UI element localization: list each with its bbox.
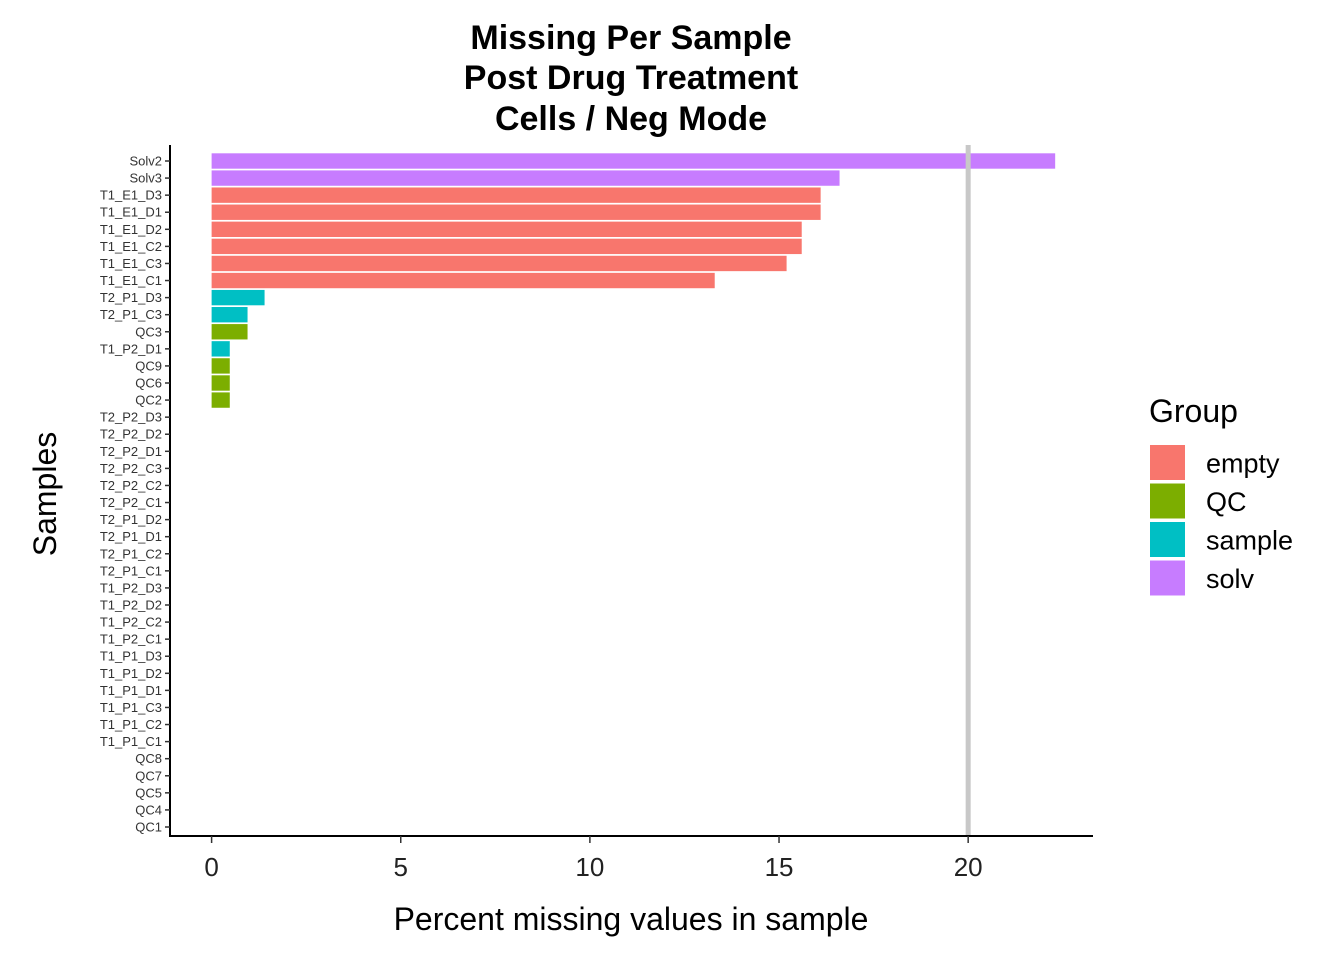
y-tick-label: QC1	[135, 820, 162, 835]
x-axis-title: Percent missing values in sample	[394, 901, 869, 937]
y-tick-label: T1_P1_D2	[100, 666, 162, 681]
y-tick-label: QC3	[135, 324, 162, 339]
x-tick-labels: 0 5 10 15 20	[204, 836, 983, 882]
bar-qc6	[211, 375, 230, 391]
x-tick-label: 20	[954, 852, 983, 882]
y-tick-label: T1_P2_C1	[100, 632, 162, 647]
y-tick-label: QC9	[135, 358, 162, 373]
y-tick-label: T1_P1_C3	[100, 700, 162, 715]
bar-t1_e1_c2	[211, 238, 802, 255]
y-tick-label: T2_P1_D2	[100, 512, 162, 527]
y-tick-label: QC6	[135, 376, 162, 391]
bar-solv3	[211, 170, 840, 186]
x-tick-label: 10	[575, 852, 604, 882]
x-tick-label: 0	[204, 852, 218, 882]
y-tick-label: T1_E1_D2	[100, 222, 162, 237]
y-tick-label: QC8	[135, 751, 162, 766]
y-tick-label: T1_P2_D3	[100, 580, 162, 595]
y-tick-label: T1_P1_C2	[100, 717, 162, 732]
legend-key-solv	[1150, 560, 1185, 596]
bar-t2_p1_c3	[211, 307, 248, 323]
y-tick-label: QC7	[135, 768, 162, 783]
y-tick-label: T2_P2_D3	[100, 410, 162, 425]
y-tick-label: T2_P2_C2	[100, 478, 162, 493]
bar-t1_e1_d2	[211, 221, 802, 237]
y-tick-label: T2_P1_C3	[100, 307, 162, 322]
y-tick-label: T2_P2_D1	[100, 444, 162, 459]
bars	[211, 153, 1056, 408]
chart-title-line-3: Cells / Neg Mode	[495, 100, 767, 138]
bar-t2_p1_d3	[211, 289, 265, 306]
y-tick-label: T1_E1_C3	[100, 256, 162, 271]
y-tick-label: T2_P2_C3	[100, 461, 162, 476]
legend: Group empty QC sample solv	[1149, 393, 1293, 596]
y-tick-label: T1_P1_D3	[100, 649, 162, 664]
y-tick-label: Solv2	[129, 154, 162, 169]
bar-qc3	[211, 324, 248, 340]
y-tick-label: T2_P1_D3	[100, 290, 162, 305]
x-tick-label: 15	[765, 852, 794, 882]
y-tick-label: T1_P1_C1	[100, 734, 162, 749]
bar-solv2	[211, 153, 1056, 169]
bar-t1_e1_d1	[211, 204, 821, 220]
y-tick-label: T1_E1_C2	[100, 239, 162, 254]
legend-key-sample	[1150, 522, 1185, 557]
legend-label-sample: sample	[1206, 526, 1293, 556]
y-tick-label: QC2	[135, 393, 162, 408]
bar-t1_e1_d3	[211, 187, 821, 203]
legend-label-qc: QC	[1206, 487, 1247, 517]
bar-t1_e1_c3	[211, 255, 787, 272]
bar-qc9	[211, 358, 230, 374]
y-tick-label: T2_P1_D1	[100, 529, 162, 544]
legend-key-empty	[1150, 445, 1185, 480]
y-tick-label: T1_P2_D2	[100, 598, 162, 613]
legend-label-solv: solv	[1206, 564, 1255, 594]
y-tick-label: T1_E1_C1	[100, 273, 162, 288]
y-tick-labels: Solv2 Solv3 T1_E1_D3 T1_E1_D1 T1_E1_D2 T1_E1_…	[100, 154, 170, 835]
legend-label-empty: empty	[1206, 449, 1280, 479]
x-tick-label: 5	[394, 852, 408, 882]
bar-t1_p2_d1	[211, 341, 230, 357]
y-tick-label: T2_P1_C2	[100, 546, 162, 561]
y-tick-label: T2_P2_C1	[100, 495, 162, 510]
y-tick-label: T1_P2_D1	[100, 341, 162, 356]
y-tick-label: T1_E1_D3	[100, 188, 162, 203]
y-tick-label: T1_P2_C2	[100, 615, 162, 630]
y-tick-label: QC4	[135, 802, 162, 817]
y-tick-label: QC5	[135, 785, 162, 800]
y-tick-label: T1_E1_D1	[100, 205, 162, 220]
bar-t1_e1_c1	[211, 272, 715, 289]
y-tick-label: T2_P2_D2	[100, 427, 162, 442]
chart-title: Missing Per Sample Post Drug Treatment C…	[464, 19, 798, 138]
y-tick-label: T1_P1_D1	[100, 683, 162, 698]
y-tick-label: T2_P1_C1	[100, 563, 162, 578]
bar-qc2	[211, 392, 230, 408]
chart-title-line-1: Missing Per Sample	[470, 19, 791, 57]
chart-title-line-2: Post Drug Treatment	[464, 59, 798, 97]
legend-title: Group	[1149, 393, 1238, 429]
axes	[169, 145, 1093, 837]
legend-key-qc	[1150, 483, 1185, 519]
y-tick-label: Solv3	[129, 171, 162, 186]
y-axis-title: Samples	[27, 432, 63, 557]
